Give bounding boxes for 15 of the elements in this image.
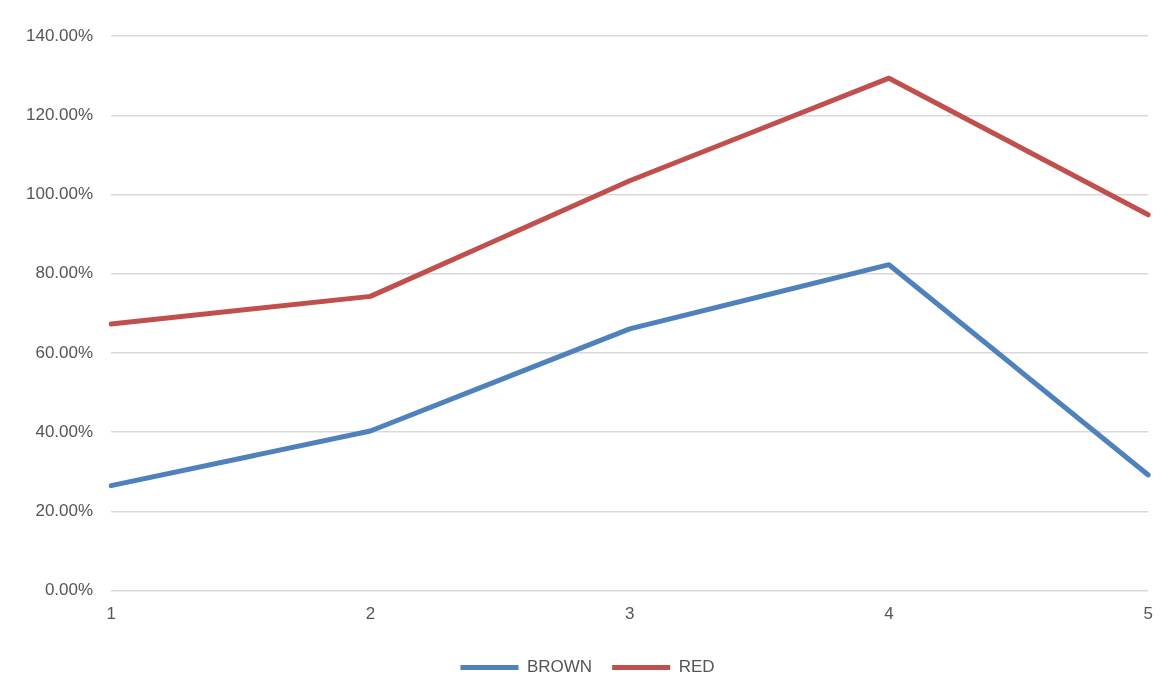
y-tick-label: 40.00% [35, 421, 94, 441]
y-tick-label: 60.00% [35, 342, 94, 362]
y-tick-label: 80.00% [35, 263, 94, 283]
x-tick-label: 5 [1143, 604, 1154, 624]
y-tick-label: 140.00% [25, 25, 94, 45]
legend-label: RED [678, 657, 715, 677]
x-tick-label: 3 [624, 604, 635, 624]
y-tick-label: 0.00% [44, 580, 94, 600]
legend-label: BROWN [526, 657, 593, 677]
y-tick-label: 100.00% [25, 184, 94, 204]
x-tick-label: 4 [884, 604, 894, 624]
y-tick-label: 120.00% [25, 105, 94, 125]
y-tick-label: 20.00% [35, 501, 94, 521]
x-tick-label: 1 [106, 604, 116, 624]
x-tick-label: 2 [365, 604, 376, 624]
